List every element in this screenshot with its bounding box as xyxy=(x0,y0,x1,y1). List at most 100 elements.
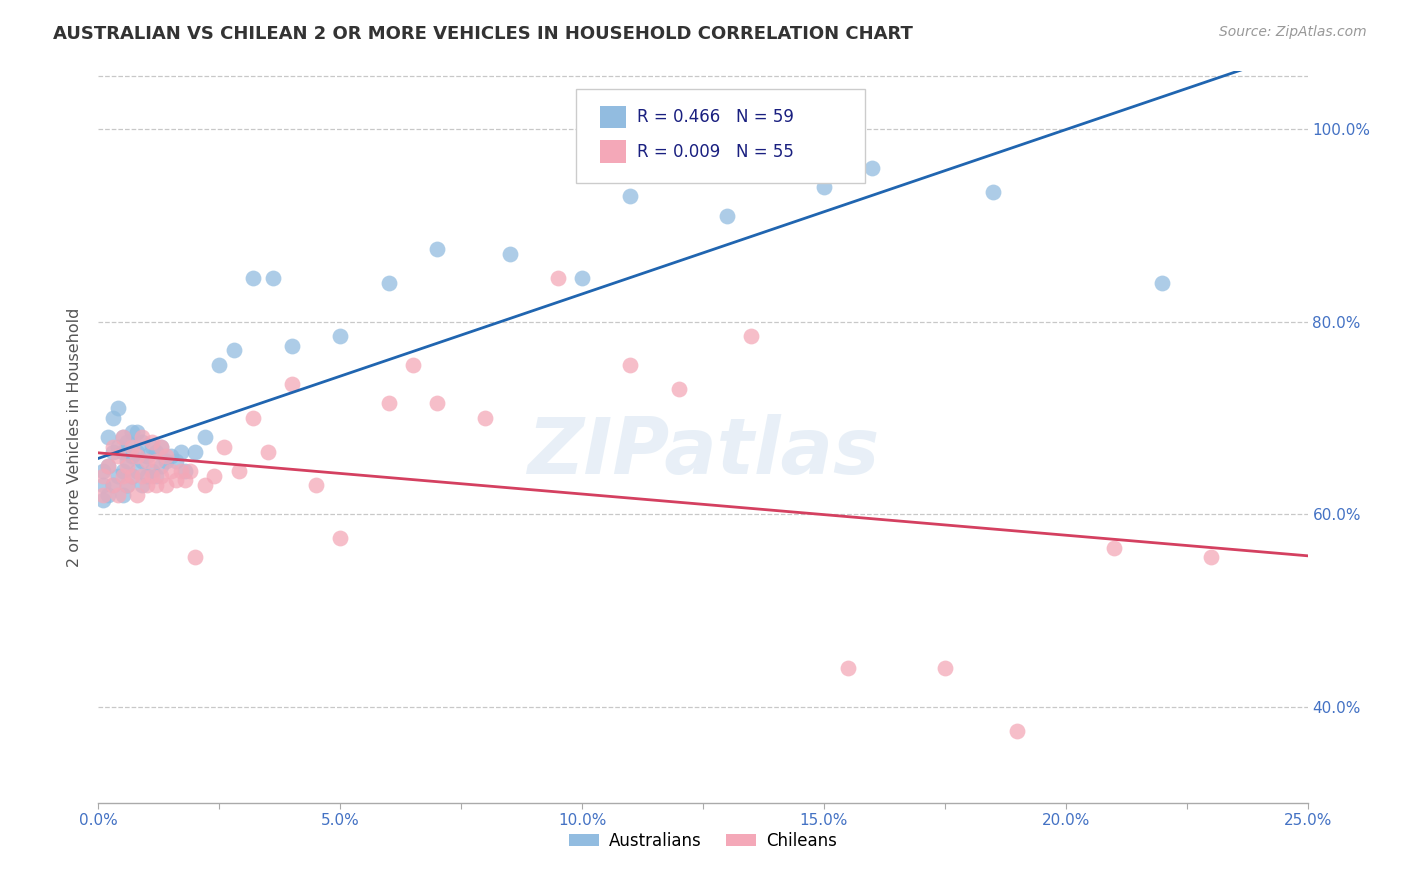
Point xyxy=(111,430,134,444)
Point xyxy=(111,464,134,478)
Point xyxy=(97,488,120,502)
Point xyxy=(150,440,173,454)
Point xyxy=(107,468,129,483)
Point xyxy=(121,450,143,464)
Point xyxy=(117,434,139,449)
Text: ZIPatlas: ZIPatlas xyxy=(527,414,879,490)
Point xyxy=(668,382,690,396)
Point xyxy=(329,531,352,545)
Text: AUSTRALIAN VS CHILEAN 2 OR MORE VEHICLES IN HOUSEHOLD CORRELATION CHART: AUSTRALIAN VS CHILEAN 2 OR MORE VEHICLES… xyxy=(53,25,914,43)
Point xyxy=(1152,276,1174,290)
Point xyxy=(222,343,245,358)
Text: Source: ZipAtlas.com: Source: ZipAtlas.com xyxy=(1219,25,1367,39)
Point xyxy=(117,478,139,492)
Point xyxy=(91,468,114,483)
Point xyxy=(155,454,177,468)
Point xyxy=(127,444,149,458)
Point xyxy=(101,478,124,492)
Point xyxy=(107,488,129,502)
Point xyxy=(111,430,134,444)
Point xyxy=(160,464,183,478)
Point xyxy=(228,464,250,478)
Point xyxy=(160,450,183,464)
Point xyxy=(184,550,207,565)
Point xyxy=(184,444,207,458)
Point xyxy=(131,430,153,444)
Point xyxy=(121,440,143,454)
Point xyxy=(169,464,191,478)
Point xyxy=(474,410,496,425)
Point xyxy=(208,358,231,372)
Point xyxy=(121,468,143,483)
Point xyxy=(131,434,153,449)
Text: R = 0.466   N = 59: R = 0.466 N = 59 xyxy=(637,108,794,126)
Point xyxy=(155,450,177,464)
Point xyxy=(117,454,139,468)
Point xyxy=(155,478,177,492)
Point xyxy=(377,396,399,410)
Point xyxy=(91,478,114,492)
Point xyxy=(117,458,139,473)
Point xyxy=(121,468,143,483)
Point xyxy=(91,488,114,502)
Point xyxy=(498,247,520,261)
Point xyxy=(1007,723,1029,738)
Legend: Australians, Chileans: Australians, Chileans xyxy=(562,825,844,856)
Point xyxy=(117,478,139,492)
Point xyxy=(281,377,304,392)
Point xyxy=(131,468,153,483)
Point xyxy=(426,243,449,257)
Point xyxy=(145,444,167,458)
Point xyxy=(111,444,134,458)
Point xyxy=(150,440,173,454)
Point xyxy=(107,401,129,416)
Point xyxy=(934,661,956,675)
Point xyxy=(860,161,883,175)
Point xyxy=(837,661,859,675)
Point xyxy=(131,478,153,492)
Point xyxy=(212,440,235,454)
Point xyxy=(402,358,425,372)
Point xyxy=(141,464,163,478)
Point xyxy=(740,329,762,343)
Point xyxy=(329,329,352,343)
Point xyxy=(127,464,149,478)
Point xyxy=(101,444,124,458)
Point xyxy=(256,444,278,458)
Point xyxy=(111,488,134,502)
Point xyxy=(135,468,157,483)
Point xyxy=(131,454,153,468)
Point xyxy=(716,209,738,223)
Point xyxy=(111,468,134,483)
Point xyxy=(281,338,304,352)
Text: R = 0.009   N = 55: R = 0.009 N = 55 xyxy=(637,143,794,161)
Point xyxy=(547,271,569,285)
Point xyxy=(150,458,173,473)
Point xyxy=(101,440,124,454)
Point xyxy=(107,440,129,454)
Point xyxy=(242,410,264,425)
Point xyxy=(97,430,120,444)
Point xyxy=(141,434,163,449)
Point xyxy=(426,396,449,410)
Point xyxy=(135,454,157,468)
Point xyxy=(107,450,129,464)
Point xyxy=(174,464,197,478)
Point xyxy=(97,458,120,473)
Point xyxy=(141,468,163,483)
Point xyxy=(813,179,835,194)
Point xyxy=(619,189,641,203)
Point xyxy=(165,454,187,468)
Point xyxy=(91,464,114,478)
Point xyxy=(127,425,149,440)
Point xyxy=(571,271,593,285)
Point xyxy=(305,478,328,492)
Point xyxy=(194,478,217,492)
Point xyxy=(1199,550,1222,565)
Point xyxy=(204,468,226,483)
Point xyxy=(101,478,124,492)
Point xyxy=(135,478,157,492)
Point xyxy=(169,444,191,458)
Point xyxy=(91,492,114,507)
Point xyxy=(194,430,217,444)
